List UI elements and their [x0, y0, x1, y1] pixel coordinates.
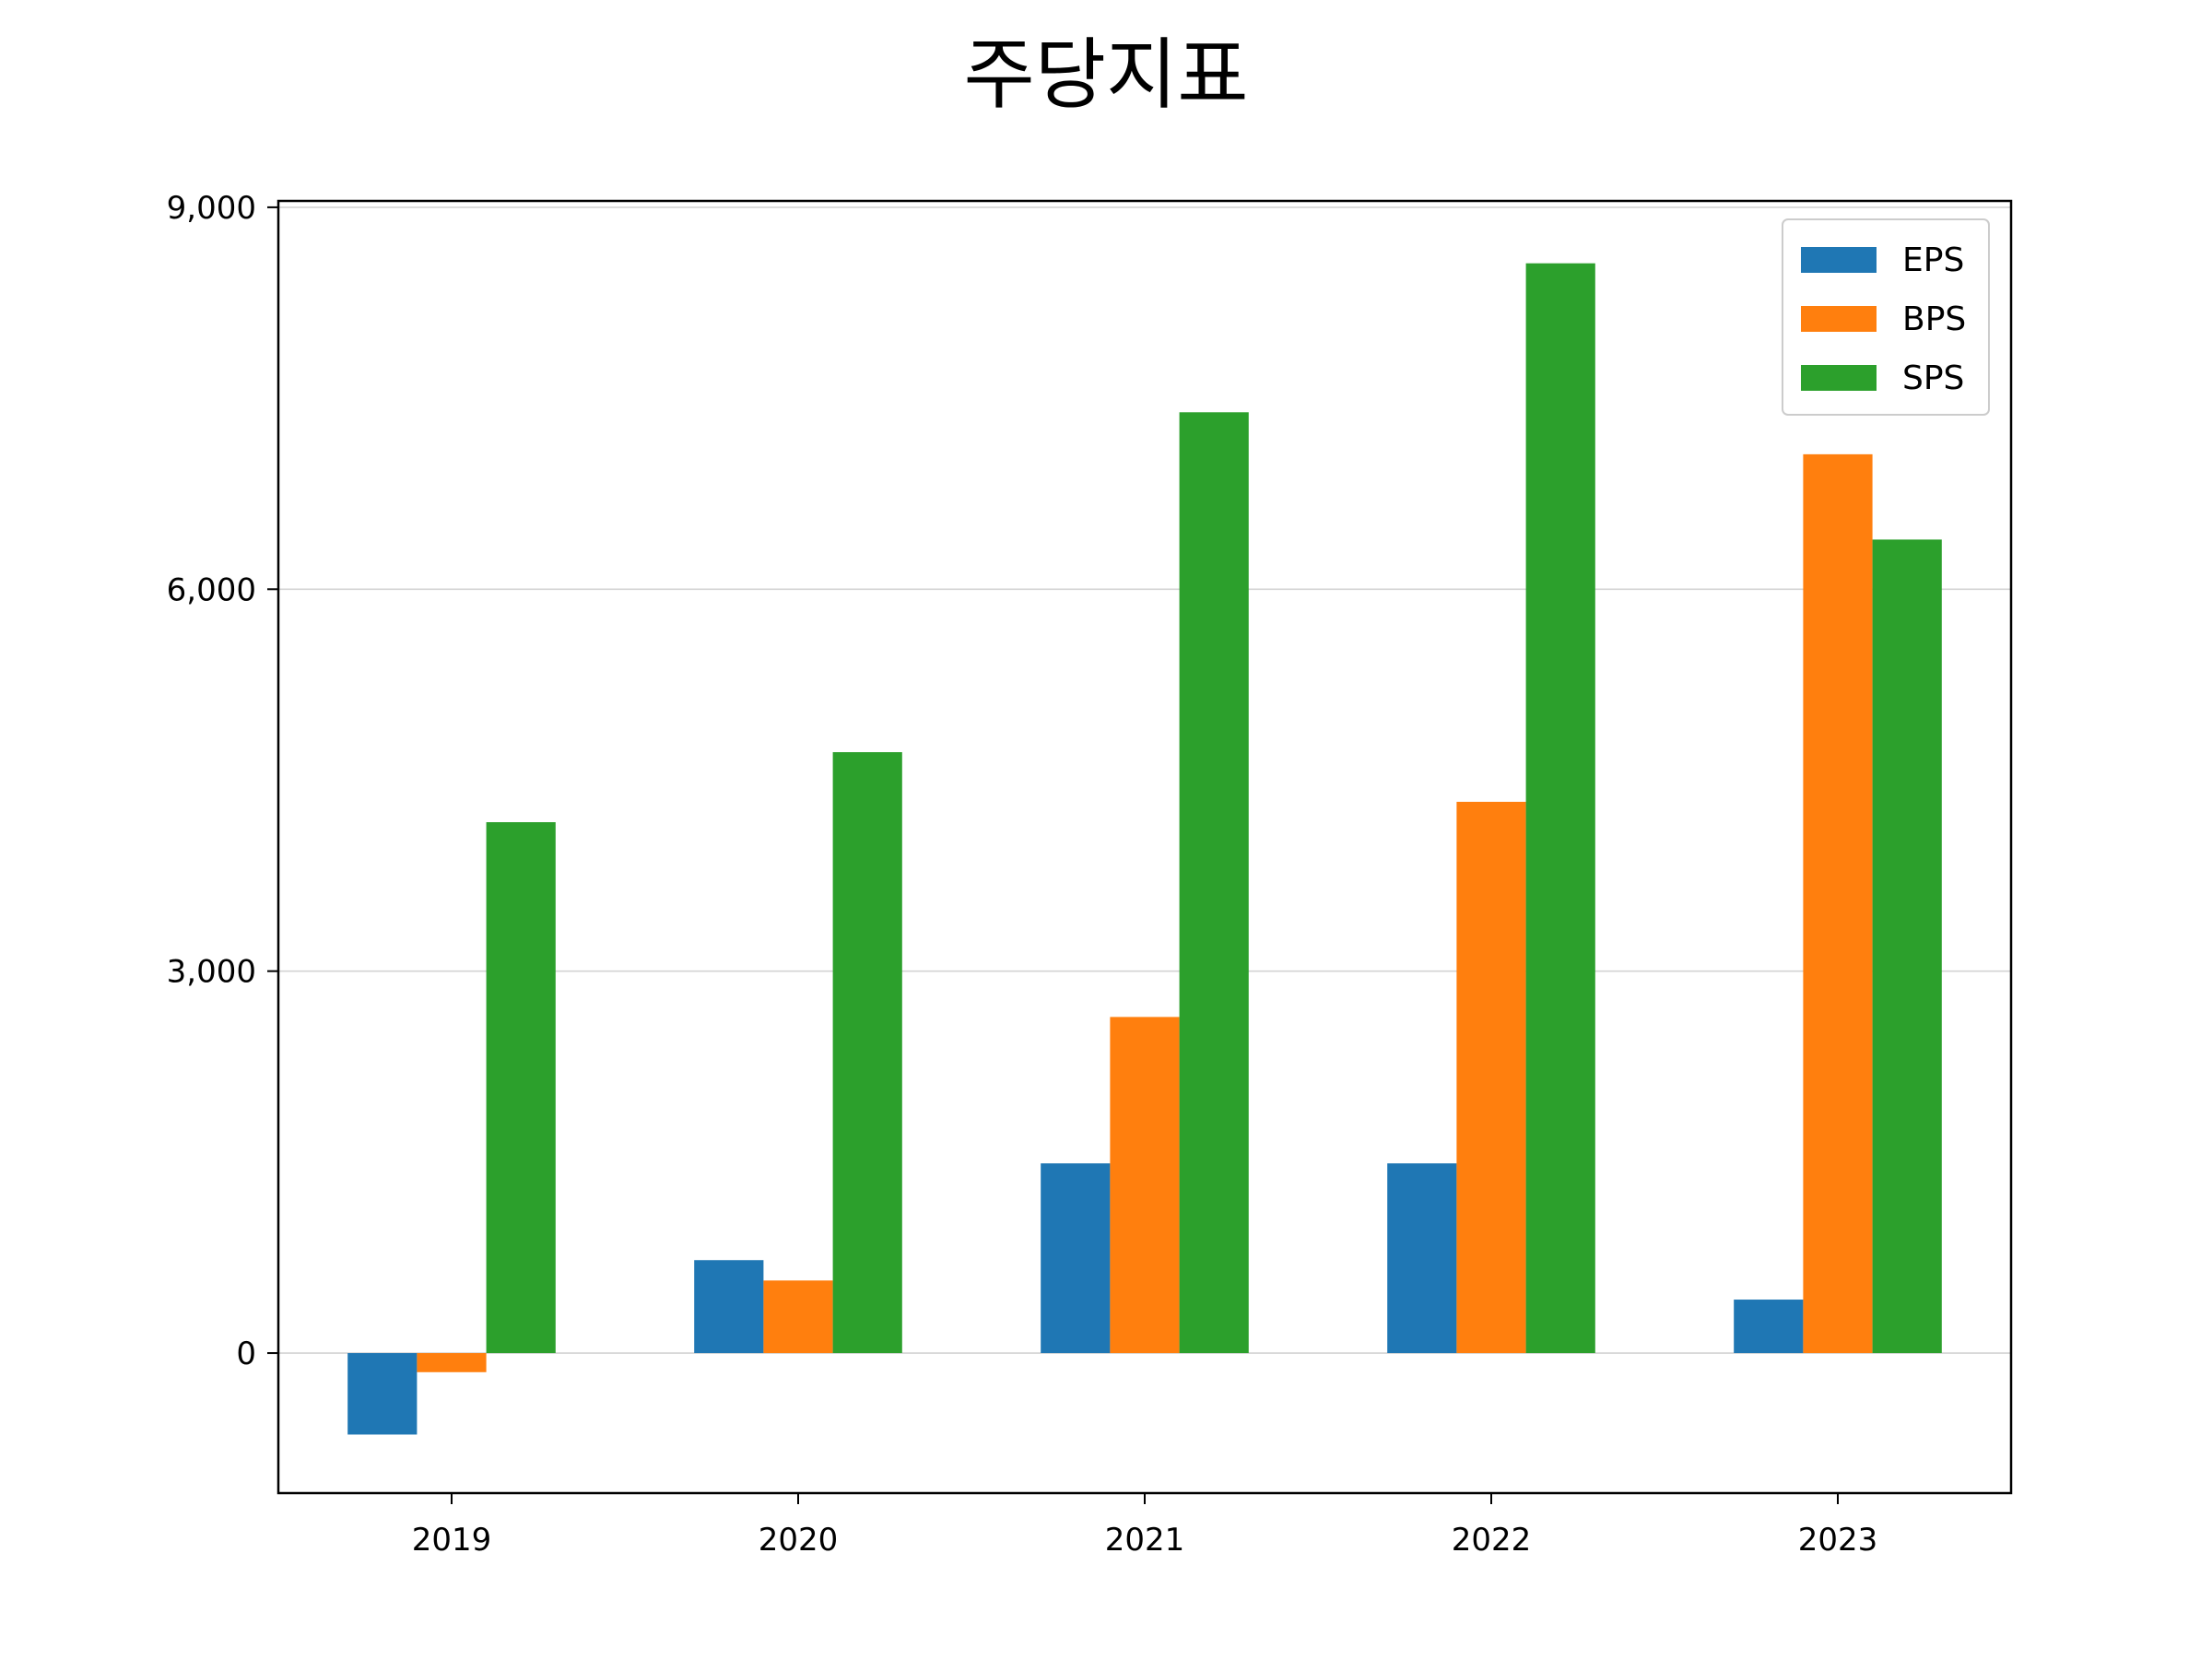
- legend-swatch-eps: [1801, 247, 1877, 273]
- x-axis: 2019 2020 2021 2022 2023: [412, 1493, 1878, 1559]
- bar-eps-2021: [1041, 1163, 1111, 1354]
- x-tick-label: 2022: [1452, 1522, 1532, 1559]
- x-tick-label: 2019: [412, 1522, 492, 1559]
- legend-swatch-bps: [1801, 306, 1877, 332]
- legend-label-sps: SPS: [1902, 359, 1964, 397]
- bar-bps-2023: [1803, 453, 1873, 1354]
- legend: EPS BPS SPS: [1782, 218, 1990, 416]
- x-tick-label: 2023: [1798, 1522, 1878, 1559]
- legend-swatch-sps: [1801, 365, 1877, 391]
- y-tick-label: 0: [236, 1335, 256, 1372]
- y-axis: 0 3,000 6,000 9,000: [167, 190, 278, 1372]
- y-tick-label: 9,000: [167, 190, 256, 227]
- bar-bps-2022: [1456, 801, 1526, 1354]
- bar-sps-2020: [832, 752, 902, 1354]
- x-tick-label: 2020: [759, 1522, 839, 1559]
- x-tick-label: 2021: [1105, 1522, 1185, 1559]
- bar-bps-2021: [1110, 1017, 1180, 1354]
- bar-eps-2023: [1734, 1300, 1804, 1354]
- legend-label-bps: BPS: [1902, 300, 1966, 338]
- bars: [347, 263, 1942, 1435]
- chart-title: 주당지표: [963, 29, 1249, 120]
- bar-bps-2020: [763, 1280, 833, 1354]
- bar-eps-2022: [1387, 1163, 1457, 1354]
- gridlines: [278, 206, 2011, 1354]
- bar-sps-2019: [486, 822, 556, 1354]
- legend-label-eps: EPS: [1902, 241, 1964, 279]
- y-tick-label: 3,000: [167, 954, 256, 991]
- bar-bps-2019: [417, 1353, 487, 1372]
- bar-sps-2021: [1179, 412, 1249, 1354]
- bar-sps-2022: [1525, 263, 1595, 1354]
- y-tick-label: 6,000: [167, 571, 256, 608]
- bar-eps-2019: [347, 1353, 418, 1435]
- bar-eps-2020: [694, 1260, 764, 1354]
- bar-sps-2023: [1872, 539, 1942, 1354]
